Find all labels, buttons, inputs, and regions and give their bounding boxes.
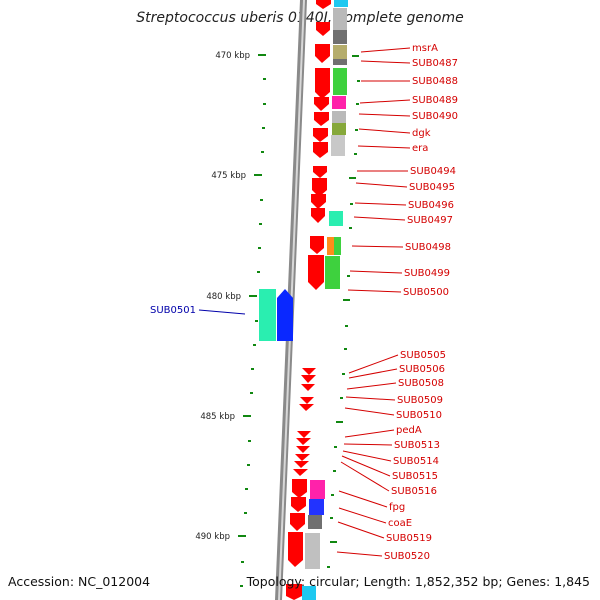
gene-label: SUB0515 xyxy=(392,471,438,482)
gene-label: SUB0495 xyxy=(409,182,455,193)
forward-label-lines xyxy=(336,47,411,557)
gene-label: SUB0488 xyxy=(412,76,458,87)
forward-gene-labels: msrA SUB0487 SUB0488 SUB0489 SUB0490 dgk… xyxy=(384,43,458,562)
reverse-genes xyxy=(259,289,293,341)
gene-arrow xyxy=(316,22,330,36)
kbp-label-475: 475 kbp xyxy=(211,171,246,181)
gene-arrow xyxy=(300,397,314,404)
gene-label: SUB0516 xyxy=(391,486,437,497)
forward-genes xyxy=(286,0,331,600)
forward-cog-boxes xyxy=(302,0,348,600)
kbp-label-490: 490 kbp xyxy=(195,532,230,542)
gene-arrow xyxy=(313,166,327,178)
gene-arrow xyxy=(302,368,316,375)
kbp-label-470: 470 kbp xyxy=(215,51,250,61)
gene-arrow xyxy=(297,431,311,438)
gene-arrow xyxy=(308,255,324,290)
gene-arrow xyxy=(290,513,305,531)
reverse-label-line xyxy=(198,309,246,315)
gene-label: SUB0508 xyxy=(398,378,444,389)
gene-arrow xyxy=(294,461,309,468)
gene-label: dgk xyxy=(412,128,431,139)
gene-arrow xyxy=(295,454,310,461)
gene-arrow xyxy=(315,68,330,99)
reverse-cog-box xyxy=(259,289,276,341)
minor-ticks xyxy=(240,78,266,587)
gene-label: fpg xyxy=(389,502,405,513)
gene-label: SUB0494 xyxy=(410,166,456,177)
gene-arrow xyxy=(299,404,314,411)
gene-label: SUB0510 xyxy=(396,410,442,421)
gene-label: SUB0489 xyxy=(412,95,458,106)
gene-label: SUB0487 xyxy=(412,58,458,69)
gene-arrow xyxy=(314,112,329,126)
gene-arrow xyxy=(292,479,307,498)
gene-label: SUB0490 xyxy=(412,111,458,122)
gene-label: coaE xyxy=(388,518,412,529)
gene-arrow xyxy=(312,178,327,197)
accession-text: Accession: NC_012004 xyxy=(8,574,150,589)
kbp-ruler: 470 kbp 475 kbp 480 kbp 485 kbp 490 kbp xyxy=(195,51,266,587)
gene-arrow xyxy=(288,532,303,567)
gene-arrow xyxy=(314,97,329,111)
gene-label: SUB0520 xyxy=(384,551,430,562)
gene-label: SUB0519 xyxy=(386,533,432,544)
right-ticks xyxy=(327,55,360,568)
gene-label: SUB0497 xyxy=(407,215,453,226)
gene-arrow xyxy=(301,384,315,391)
gene-label: SUB0500 xyxy=(403,287,449,298)
gene-arrow xyxy=(315,44,330,63)
gene-label: SUB0499 xyxy=(404,268,450,279)
gene-label: SUB0509 xyxy=(397,395,443,406)
gene-arrow xyxy=(286,584,302,600)
gene-arrow xyxy=(296,438,311,445)
gene-arrow xyxy=(296,446,310,453)
gene-arrow xyxy=(313,142,328,158)
gene-arrow xyxy=(313,128,328,142)
gene-arrow xyxy=(291,497,306,512)
gene-arrow xyxy=(310,236,324,254)
gene-label: SUB0496 xyxy=(408,200,454,211)
gene-arrow xyxy=(316,0,331,9)
kbp-label-485: 485 kbp xyxy=(200,412,235,422)
gene-label: SUB0506 xyxy=(399,364,445,375)
gene-label: era xyxy=(412,143,428,154)
topology-text: Topology: circular; Length: 1,852,352 bp… xyxy=(246,574,590,589)
gene-label: SUB0498 xyxy=(405,242,451,253)
gene-label: pedA xyxy=(396,425,422,436)
gene-label: SUB0514 xyxy=(393,456,439,467)
gene-arrow xyxy=(293,469,308,476)
reverse-gene-arrow xyxy=(277,289,293,341)
gene-label: msrA xyxy=(412,43,438,54)
gene-label-reverse: SUB0501 xyxy=(150,305,196,316)
gene-arrow xyxy=(311,194,326,209)
gene-arrow xyxy=(301,375,316,383)
gene-label: SUB0513 xyxy=(394,440,440,451)
kbp-label-480: 480 kbp xyxy=(206,292,241,302)
gene-label: SUB0505 xyxy=(400,350,446,361)
gene-arrow xyxy=(311,208,325,223)
